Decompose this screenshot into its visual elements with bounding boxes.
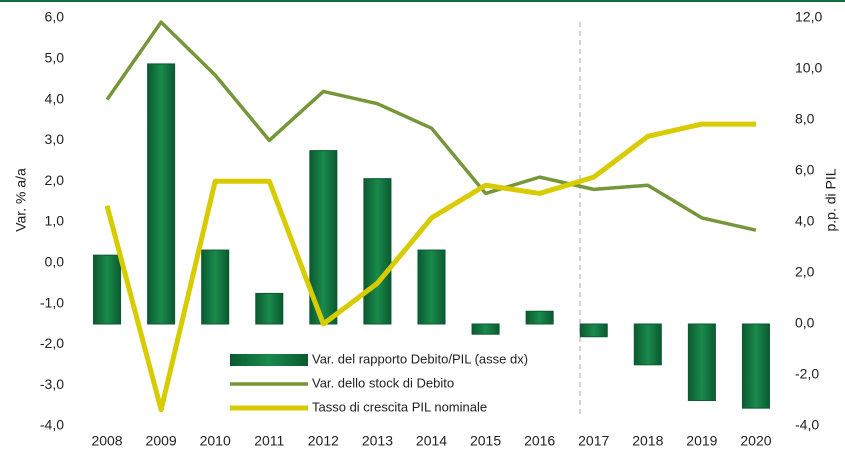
y2-tick-label: -4,0 bbox=[795, 417, 819, 433]
y-tick-label: 3,0 bbox=[45, 131, 65, 147]
y2-tick-label: 10,0 bbox=[795, 60, 822, 76]
legend-label: Var. dello stock di Debito bbox=[312, 375, 454, 390]
y-tick-label: 4,0 bbox=[45, 90, 65, 106]
y-tick-label: 6,0 bbox=[45, 9, 65, 25]
legend-label: Var. del rapporto Debito/PIL (asse dx) bbox=[312, 351, 528, 366]
y-axis-label: Var. % a/a bbox=[13, 168, 29, 232]
bar bbox=[687, 323, 716, 401]
bar bbox=[471, 323, 500, 335]
bar bbox=[417, 249, 446, 325]
bar bbox=[633, 323, 662, 366]
x-tick-label: 2013 bbox=[362, 433, 393, 449]
bar bbox=[363, 178, 392, 325]
bar bbox=[255, 292, 284, 325]
y-tick-label: -4,0 bbox=[40, 417, 64, 433]
legend-swatch bbox=[230, 354, 308, 366]
bar bbox=[741, 323, 770, 409]
y2-tick-label: 8,0 bbox=[795, 111, 815, 127]
legend-label: Tasso di crescita PIL nominale bbox=[312, 399, 487, 414]
bar bbox=[93, 254, 122, 325]
y2-tick-label: -2,0 bbox=[795, 366, 819, 382]
y2-tick-label: 0,0 bbox=[795, 315, 815, 331]
x-tick-label: 2017 bbox=[578, 433, 609, 449]
x-tick-label: 2009 bbox=[146, 433, 177, 449]
x-tick-label: 2014 bbox=[416, 433, 447, 449]
x-tick-label: 2008 bbox=[91, 433, 122, 449]
x-tick-label: 2018 bbox=[632, 433, 663, 449]
y2-tick-label: 4,0 bbox=[795, 213, 815, 229]
y2-axis-label: p.p. di PIL bbox=[823, 168, 839, 231]
x-tick-label: 2010 bbox=[200, 433, 231, 449]
line bbox=[105, 20, 757, 232]
x-tick-label: 2020 bbox=[740, 433, 771, 449]
x-tick-label: 2019 bbox=[686, 433, 717, 449]
y-tick-label: 5,0 bbox=[45, 50, 65, 66]
y2-tick-label: 12,0 bbox=[795, 9, 822, 25]
y-tick-label: 2,0 bbox=[45, 172, 65, 188]
y2-tick-label: 2,0 bbox=[795, 264, 815, 280]
line bbox=[104, 121, 756, 413]
bar bbox=[525, 310, 554, 325]
y2-tick-label: 6,0 bbox=[795, 162, 815, 178]
bar bbox=[201, 249, 230, 325]
y-tick-label: -1,0 bbox=[40, 294, 64, 310]
y-tick-label: 0,0 bbox=[45, 254, 65, 270]
x-tick-label: 2015 bbox=[470, 433, 501, 449]
bar bbox=[147, 63, 176, 325]
x-tick-label: 2012 bbox=[308, 433, 339, 449]
y-tick-label: -3,0 bbox=[40, 376, 64, 392]
y-tick-label: -2,0 bbox=[40, 335, 64, 351]
x-tick-label: 2016 bbox=[524, 433, 555, 449]
bar bbox=[579, 323, 608, 338]
x-tick-label: 2011 bbox=[254, 433, 284, 449]
y-tick-label: 1,0 bbox=[45, 213, 65, 229]
